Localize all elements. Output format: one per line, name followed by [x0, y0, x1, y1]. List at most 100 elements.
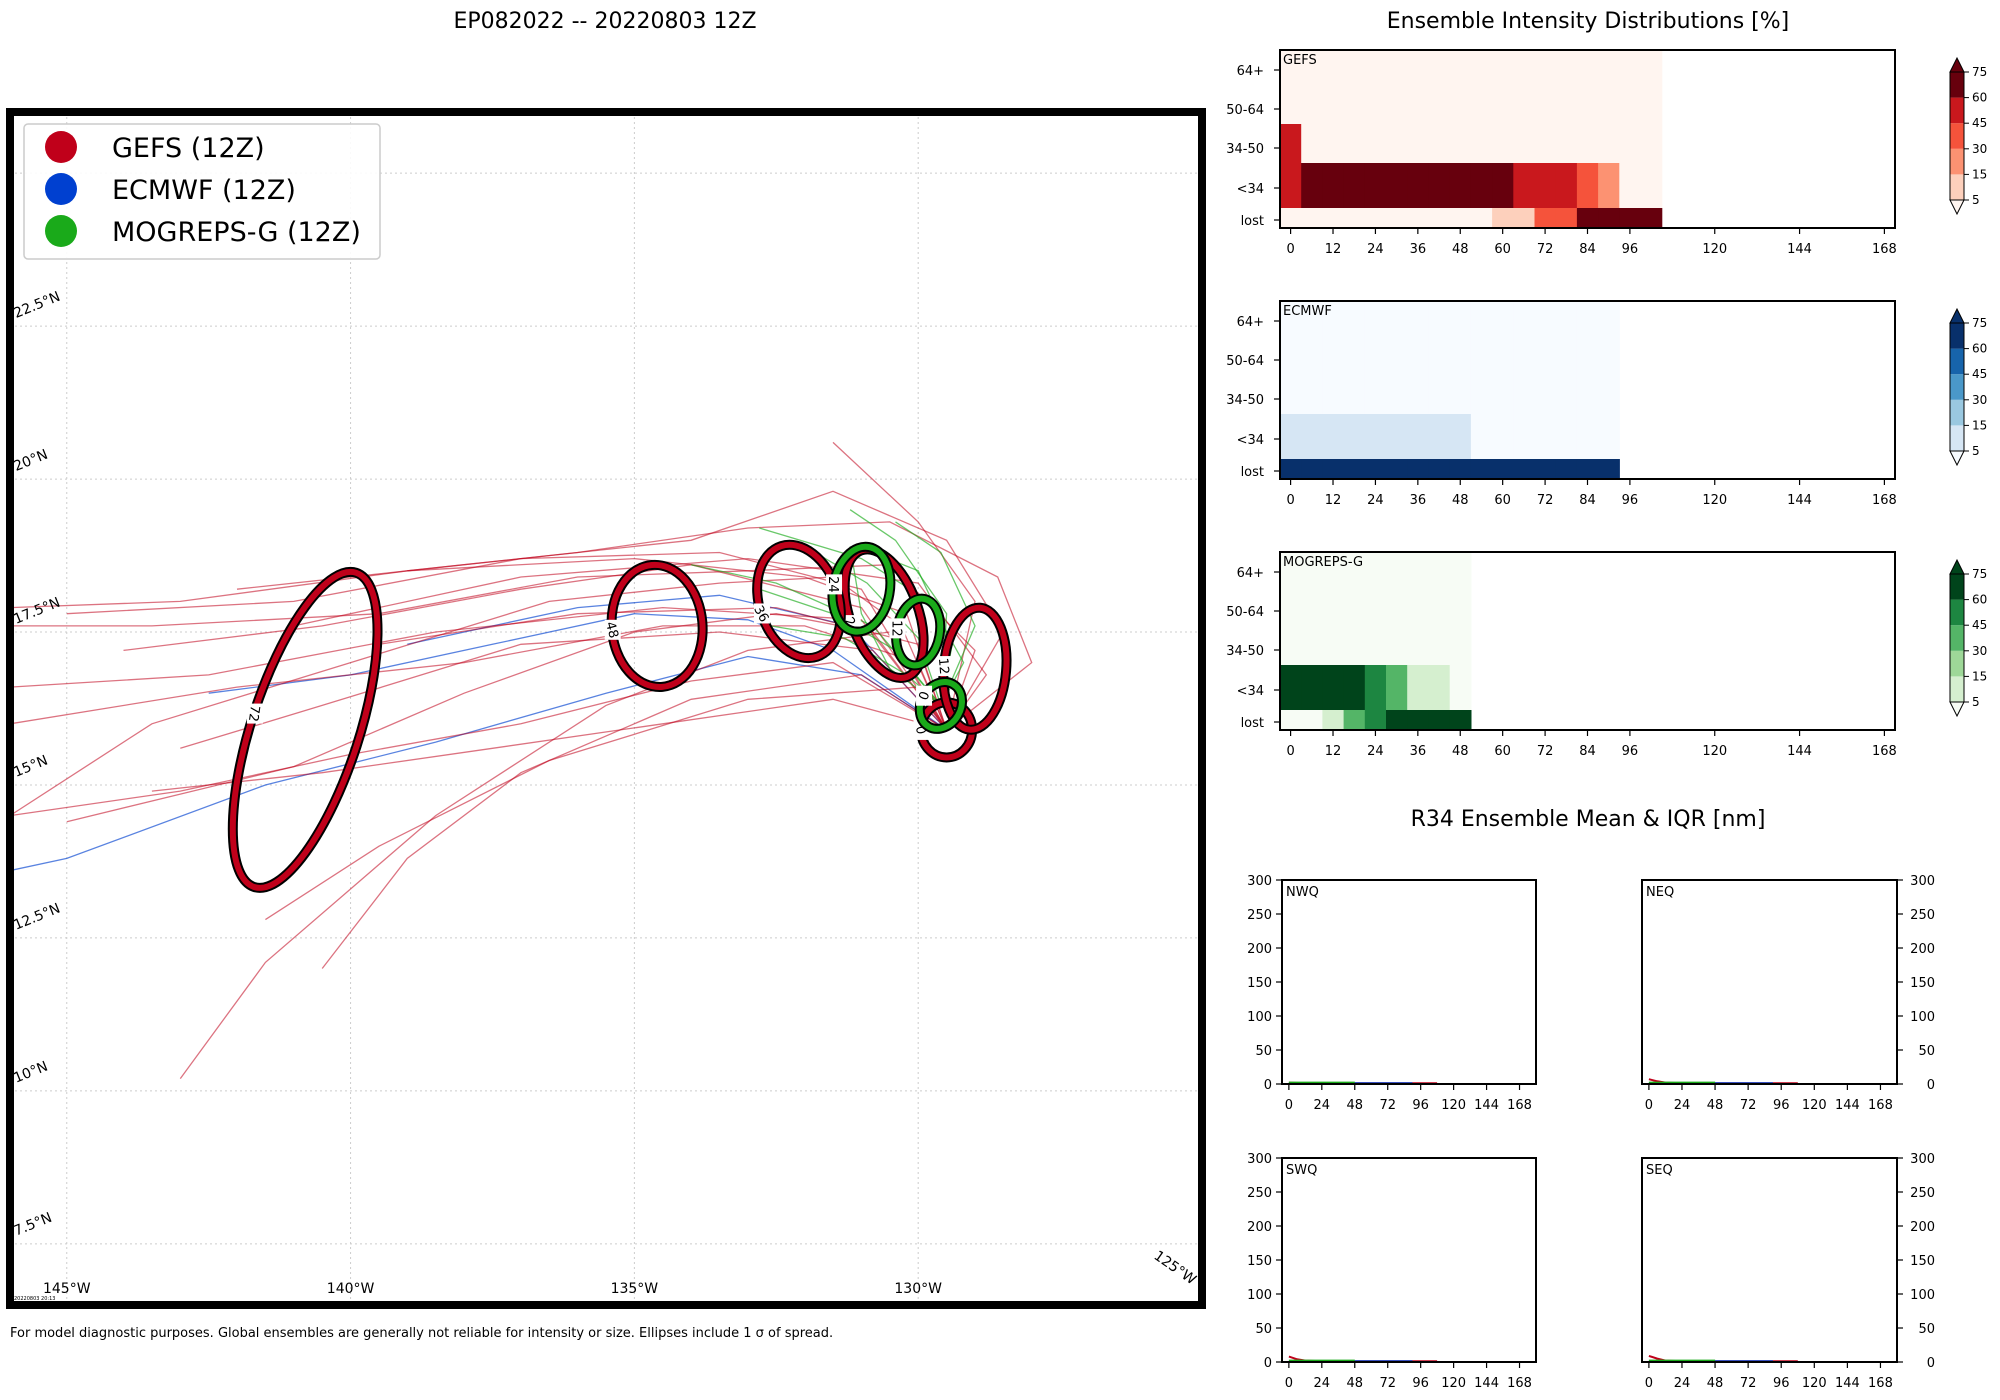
heatmap-cell [1386, 85, 1408, 124]
heatmap-cell [1449, 375, 1472, 414]
heatmap-cell [1449, 336, 1472, 375]
heatmap-cell [1343, 208, 1366, 228]
colorbar-segment [1950, 574, 1964, 600]
heatmap-x-label: 36 [1410, 493, 1427, 508]
colorbar-tick-label: 30 [1972, 393, 1987, 407]
heatmap-cell [1407, 85, 1429, 124]
r34-x-label: 120 [1441, 1098, 1466, 1113]
r34-panel-label: NEQ [1646, 885, 1674, 900]
heatmap-cell [1555, 459, 1578, 479]
heatmap-cell [1322, 336, 1345, 375]
heatmap-cell [1513, 459, 1536, 479]
heatmap-cell [1364, 208, 1387, 228]
ellipse-mogreps-g-0h-label-bg [916, 685, 933, 706]
heatmap-x-label: 144 [1787, 493, 1812, 508]
heatmap-cell [1428, 552, 1451, 587]
colorbar-tick-label: 15 [1972, 669, 1987, 683]
r34-y-label: 0 [1927, 1078, 1935, 1093]
r34-x-label: 72 [1379, 1376, 1396, 1391]
r34-y-label: 300 [1247, 1152, 1272, 1167]
heatmap-cell [1343, 85, 1366, 124]
map-x-tick-label: 140°W [327, 1281, 375, 1297]
heatmap-cell [1555, 336, 1578, 375]
heatmap-cell [1343, 710, 1366, 730]
heatmap-cell [1576, 459, 1599, 479]
heatmap-y-label: 34-50 [1226, 142, 1264, 157]
r34-x-label: 72 [1740, 1376, 1757, 1391]
heatmap-cell [1322, 459, 1345, 479]
r34-y-label: 200 [1247, 1220, 1272, 1235]
track-gefs [832, 441, 976, 731]
heatmap-cell [1449, 414, 1472, 459]
r34-x-label: 0 [1285, 1098, 1293, 1113]
heatmap-cell [1576, 336, 1599, 375]
r34-y-label: 0 [1927, 1356, 1935, 1371]
heatmap-cell [1555, 375, 1578, 414]
heatmap-cell [1470, 414, 1493, 459]
heatmap-cell [1428, 336, 1451, 375]
colorbar-tick-label: 60 [1972, 342, 1987, 356]
heatmap-cell [1428, 459, 1451, 479]
r34-x-label: 24 [1314, 1098, 1331, 1113]
r34-y-label: 100 [1247, 1288, 1272, 1303]
legend-marker-mogreps-g [45, 215, 77, 247]
heatmap-cell [1555, 85, 1578, 124]
heatmap-cell [1534, 85, 1557, 124]
heatmap-cell [1513, 50, 1536, 85]
heatmap-cell [1428, 414, 1451, 459]
intensity-panels: GEFS 64+ 50-64 34-50 <34 lost 0 12 24 36 48 60 72 84 9… [1226, 49, 1987, 759]
r34-x-label: 72 [1740, 1098, 1757, 1113]
heatmap-x-label: 72 [1537, 493, 1554, 508]
heatmap-cell [1386, 665, 1408, 710]
r34-y-label: 200 [1247, 942, 1272, 957]
heatmap-cell [1576, 414, 1599, 459]
heatmap-cell [1364, 414, 1387, 459]
heatmap-x-label: 168 [1872, 242, 1897, 257]
r34-frame [1281, 1157, 1537, 1363]
heatmap-x-label: 84 [1579, 493, 1596, 508]
heatmap-cell [1555, 301, 1578, 336]
r34-y-label: 150 [1910, 976, 1935, 991]
heatmap-cell [1492, 414, 1514, 459]
r34-y-label: 200 [1910, 1220, 1935, 1235]
colorbar-frame [1949, 573, 1965, 703]
r34-y-label: 100 [1910, 1288, 1935, 1303]
heatmap-y-label: <34 [1237, 684, 1264, 699]
colorbar-tick-label: 45 [1972, 367, 1987, 381]
track-gefs [407, 521, 1033, 731]
heatmap-cell [1449, 665, 1472, 710]
heatmap-cell [1280, 459, 1302, 479]
heatmap-cell [1386, 710, 1408, 730]
colorbar-segment [1950, 676, 1964, 702]
heatmap-cell [1492, 375, 1514, 414]
heatmap-cell [1407, 665, 1429, 710]
heatmap-cell [1619, 208, 1642, 228]
colorbar-bottom-arrow [1949, 199, 1965, 216]
intensity-panel-ecmwf: ECMWF 64+ 50-64 34-50 <34 lost 0 12 24 36 48 60 72 84… [1226, 300, 1987, 508]
heatmap-cell [1364, 301, 1387, 336]
heatmap-x-label: 60 [1494, 242, 1511, 257]
heatmap-cell [1343, 163, 1366, 208]
heatmap-cell [1301, 163, 1323, 208]
heatmap-cell [1407, 163, 1429, 208]
heatmap-cell [1407, 414, 1429, 459]
heatmap-cell [1386, 208, 1408, 228]
heatmap-cell [1343, 50, 1366, 85]
heatmap-cell [1619, 163, 1642, 208]
r34-x-label: 48 [1346, 1376, 1363, 1391]
heatmap-cell [1322, 587, 1345, 626]
track-gefs [10, 576, 948, 817]
heatmap-cell [1598, 50, 1620, 85]
heatmap-cell [1364, 163, 1387, 208]
heatmap-cell [1576, 50, 1599, 85]
map-border [6, 108, 1206, 1309]
heatmap-cell [1534, 414, 1557, 459]
heatmap-cell [1301, 85, 1323, 124]
heatmap-cell [1280, 163, 1302, 208]
heatmap-cell [1301, 710, 1323, 730]
heatmap-x-label: 12 [1325, 744, 1342, 759]
heatmap-cell [1513, 85, 1536, 124]
colorbar-bottom-arrow [1949, 701, 1965, 718]
heatmap-cell [1322, 85, 1345, 124]
